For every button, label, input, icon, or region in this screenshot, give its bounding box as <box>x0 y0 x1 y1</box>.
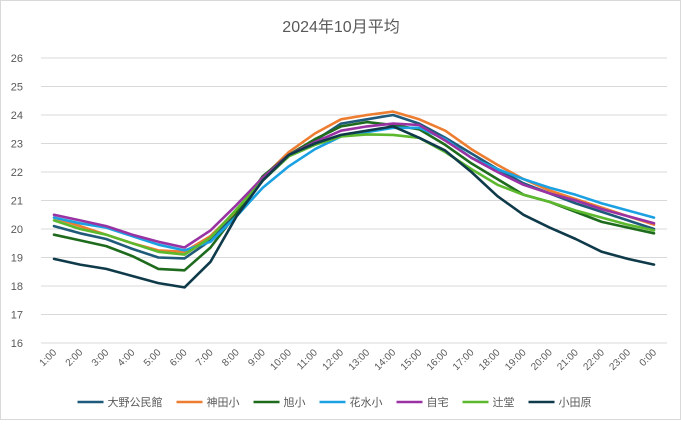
x-tick-label: 16:00 <box>425 347 451 373</box>
x-tick-label: 1:00 <box>38 347 60 369</box>
x-tick-label: 9:00 <box>246 347 268 369</box>
gridlines <box>41 57 667 344</box>
x-tick-label: 22:00 <box>581 347 607 373</box>
y-axis-tick-labels: 16 17 18 19 20 21 22 23 24 25 26 <box>11 53 23 350</box>
y-tick-label: 17 <box>11 310 23 322</box>
x-tick-label: 11:00 <box>295 347 320 372</box>
y-tick-label: 19 <box>11 253 23 265</box>
y-tick-label: 22 <box>11 167 23 179</box>
y-tick-label: 23 <box>11 139 23 151</box>
chart-title: 2024年10月平均 <box>282 18 399 36</box>
series-line-6 <box>52 125 656 289</box>
legend-label-5: 辻堂 <box>493 395 515 409</box>
x-tick-label: 18:00 <box>477 347 503 373</box>
series-line-4 <box>52 122 656 249</box>
series-lines <box>52 110 656 289</box>
x-tick-label: 20:00 <box>529 347 555 373</box>
legend-label-2: 旭小 <box>284 395 306 409</box>
legend-label-4: 自宅 <box>427 395 449 409</box>
y-tick-label: 25 <box>11 82 23 94</box>
x-tick-label: 0:00 <box>638 347 660 369</box>
y-tick-label: 26 <box>11 53 23 65</box>
x-tick-label: 7:00 <box>194 347 216 369</box>
legend-label-3: 花水小 <box>350 396 383 409</box>
x-tick-label: 21:00 <box>555 347 581 373</box>
x-tick-label: 3:00 <box>90 347 112 369</box>
x-tick-label: 15:00 <box>399 347 425 373</box>
x-tick-label: 6:00 <box>168 347 190 369</box>
series-line-3 <box>52 126 656 252</box>
y-tick-label: 21 <box>11 196 23 208</box>
legend-label-0: 大野公民館 <box>108 395 163 409</box>
x-tick-label: 8:00 <box>220 347 242 369</box>
legend: 大野公民館 神田小 旭小 花水小 自宅 辻堂 小田原 <box>77 395 592 409</box>
x-tick-label: 4:00 <box>116 347 138 369</box>
x-tick-label: 23:00 <box>608 347 634 373</box>
x-tick-label: 10:00 <box>268 347 294 373</box>
legend-label-1: 神田小 <box>207 395 240 409</box>
x-tick-label: 14:00 <box>373 347 399 373</box>
x-tick-label: 12:00 <box>321 347 347 373</box>
y-tick-label: 20 <box>11 224 23 236</box>
x-tick-label: 19:00 <box>503 347 529 373</box>
series-line-5 <box>52 133 656 256</box>
x-tick-label: 17:00 <box>451 347 477 373</box>
y-tick-label: 16 <box>11 338 23 350</box>
legend-label-6: 小田原 <box>559 396 592 409</box>
x-tick-label: 13:00 <box>347 347 373 373</box>
x-axis-tick-labels: 1:00 2:00 3:00 4:00 5:00 6:00 7:00 8:00 9:00 10:0… <box>38 347 660 373</box>
x-tick-label: 5:00 <box>142 347 164 369</box>
y-tick-label: 18 <box>11 281 23 293</box>
y-tick-label: 24 <box>11 110 23 122</box>
x-tick-label: 2:00 <box>64 347 86 369</box>
